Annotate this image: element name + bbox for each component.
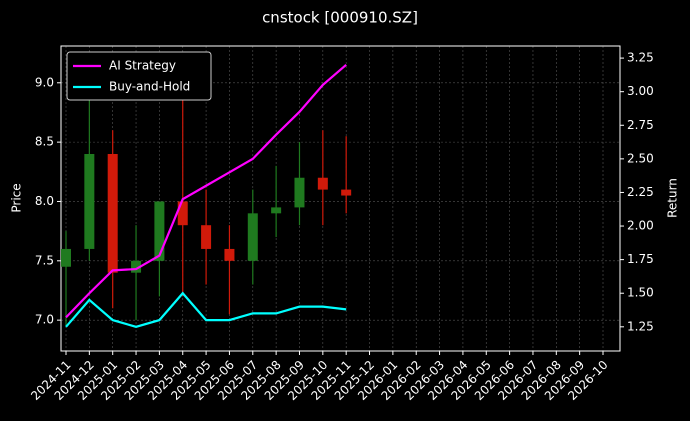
y-tick-label: 8.0 [35, 194, 54, 208]
y2-tick-label: 1.50 [627, 286, 654, 300]
legend-box [66, 51, 212, 101]
candle-body [271, 207, 282, 214]
candle-body [201, 225, 212, 249]
plot-frame [60, 45, 621, 352]
y2-tick-label: 2.25 [627, 185, 654, 199]
candle-body [317, 177, 328, 190]
y2-tick-label: 2.50 [627, 151, 654, 165]
candle-body [131, 260, 142, 273]
candle-body [84, 153, 95, 249]
y2-tick-label: 2.75 [627, 118, 654, 132]
y-axis-label: Price [10, 183, 24, 212]
y-tick-label: 7.5 [35, 253, 54, 267]
y-tick-label: 8.5 [35, 135, 54, 149]
candle-body [224, 248, 235, 261]
y2-axis-label: Return [666, 178, 680, 218]
y2-tick-label: 3.25 [627, 51, 654, 65]
y2-tick-label: 1.75 [627, 252, 654, 266]
y-tick-label: 7.0 [35, 313, 54, 327]
candle-body [154, 201, 165, 261]
y2-tick-label: 2.00 [627, 219, 654, 233]
legend-label: Buy-and-Hold [109, 80, 190, 94]
candle-body [177, 201, 188, 226]
candle-body [247, 213, 258, 261]
candle-body [61, 248, 71, 267]
candle-body [341, 189, 352, 196]
y2-tick-label: 1.25 [627, 319, 654, 333]
chart-title: cnstock [000910.SZ] [262, 9, 418, 27]
y-tick-label: 9.0 [35, 75, 54, 89]
legend-label: AI Strategy [109, 59, 176, 73]
candle-body [294, 177, 305, 208]
y2-tick-label: 3.00 [627, 84, 654, 98]
series-line [65, 63, 347, 319]
candle-body [107, 153, 118, 273]
series-line [65, 291, 347, 328]
